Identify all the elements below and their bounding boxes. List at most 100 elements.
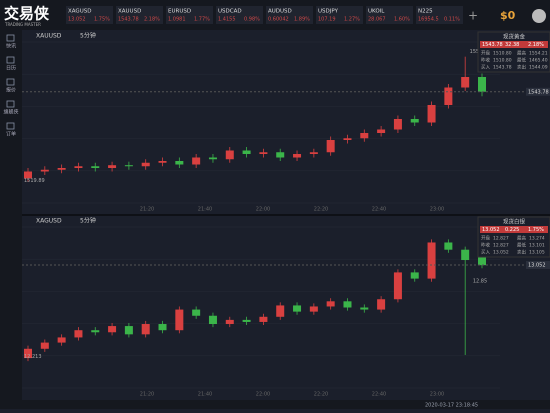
sidebar-label[interactable]: 日历: [6, 66, 16, 72]
candle-body: [225, 319, 234, 325]
chart-symbol: XAUUSD: [36, 33, 62, 40]
time-label: 21:20: [140, 207, 154, 213]
candle-body: [124, 326, 133, 335]
quote-value: 32.38: [505, 42, 519, 48]
ticker-price: 1.0981: [168, 17, 186, 23]
candle-body: [427, 242, 436, 279]
ticker-tab[interactable]: [266, 6, 313, 24]
candle-body: [108, 326, 117, 333]
candle-body: [158, 161, 167, 163]
candle-body: [343, 138, 352, 140]
candle-body: [461, 77, 470, 88]
ticker-symbol: AUDUSD: [268, 9, 292, 15]
info-cell: 最高: [517, 235, 526, 242]
last-price-tag: [526, 87, 550, 96]
info-cell: 13.101: [529, 243, 545, 249]
sidebar-icon[interactable]: [6, 78, 15, 86]
candle-body: [225, 150, 234, 160]
candle-body: [326, 301, 335, 307]
candle-body: [377, 299, 386, 310]
ticker-symbol: UKOIL: [368, 9, 385, 15]
ticker-change: 1.77%: [194, 17, 210, 23]
info-cell: 开盘: [481, 235, 490, 242]
candle-body: [175, 309, 184, 331]
info-cell: 13.052: [493, 250, 509, 256]
high-label: 12.85: [473, 278, 487, 284]
candle-body: [242, 150, 251, 154]
chart-period: 5分钟: [80, 32, 96, 40]
info-cell: 1465.40: [529, 58, 548, 64]
info-cell: 1510.80: [493, 58, 512, 64]
logo[interactable]: 交易侠: [4, 5, 50, 23]
candle-body: [360, 307, 369, 310]
candle-body: [192, 309, 201, 316]
add-button[interactable]: +: [468, 9, 478, 23]
info-cell: 1554.21: [529, 51, 548, 57]
ticker-tab[interactable]: [216, 6, 263, 24]
sidebar-icon[interactable]: [6, 100, 15, 108]
status-bar: [0, 400, 550, 409]
ticker-change: 1.27%: [344, 17, 360, 23]
sidebar-label[interactable]: 快讯: [6, 43, 16, 50]
last-price-tag: [526, 260, 550, 269]
sidebar-icon[interactable]: [6, 34, 15, 42]
ticker-price: 107.19: [318, 17, 336, 23]
low-label: 1519.89: [24, 178, 45, 184]
candle-body: [141, 162, 150, 167]
sidebar-label[interactable]: 订单: [6, 131, 16, 138]
balance[interactable]: $0: [500, 9, 516, 22]
sidebar-icon[interactable]: [6, 122, 15, 130]
candle-body: [175, 161, 184, 165]
candle-body: [377, 129, 386, 133]
info-panel: [477, 216, 550, 258]
sidebar-label[interactable]: 报价: [6, 87, 16, 94]
info-cell: 12.827: [493, 243, 509, 249]
ticker-change: 0.11%: [444, 17, 460, 23]
time-label: 22:40: [372, 392, 386, 398]
info-cell: 1510.80: [493, 51, 512, 57]
candle-body: [124, 165, 133, 167]
sidebar: [0, 30, 22, 409]
candle-body: [309, 152, 318, 154]
low-label: 12.213: [24, 354, 42, 360]
candle-body: [259, 316, 268, 322]
quote-bg: [480, 226, 548, 233]
info-cell: 卖出: [517, 249, 526, 256]
candle-body: [276, 305, 285, 317]
time-label: 22:20: [314, 207, 328, 213]
candle-body: [427, 105, 436, 123]
sidebar-icon[interactable]: [6, 56, 15, 64]
info-cell: 13.105: [529, 250, 545, 256]
info-panel: [477, 31, 550, 73]
avatar[interactable]: [532, 9, 546, 23]
quote-value: 1543.78: [482, 42, 503, 48]
chart-period: 5分钟: [80, 217, 96, 225]
ticker-tab[interactable]: [366, 6, 413, 24]
ticker-tab[interactable]: [116, 6, 163, 24]
candle-body: [208, 315, 217, 325]
candle-body: [410, 119, 419, 123]
candle-body: [158, 324, 167, 331]
info-name: 现货白银: [503, 218, 526, 226]
ticker-symbol: N225: [418, 9, 433, 15]
candle-body: [276, 152, 285, 158]
candle-body: [259, 152, 268, 154]
time-label: 21:20: [140, 392, 154, 398]
ticker-change: 1.75%: [94, 17, 110, 23]
ticker-tab[interactable]: [316, 6, 363, 24]
ticker-tab[interactable]: [166, 6, 213, 24]
candle-body: [360, 133, 369, 139]
candle-body: [192, 157, 201, 165]
ticker-tab[interactable]: [66, 6, 113, 24]
candle-body: [91, 330, 100, 333]
info-cell: 买入: [481, 64, 490, 71]
candle-body: [57, 337, 66, 343]
ticker-price: 1543.78: [118, 17, 139, 23]
ticker-price: 13.052: [68, 17, 86, 23]
ticker-tab[interactable]: [416, 6, 463, 24]
sidebar-label[interactable]: 旗舰侠: [3, 109, 18, 116]
time-label: 22:00: [256, 207, 270, 213]
quote-value: 0.225: [505, 227, 519, 233]
info-cell: 13.274: [529, 236, 545, 242]
